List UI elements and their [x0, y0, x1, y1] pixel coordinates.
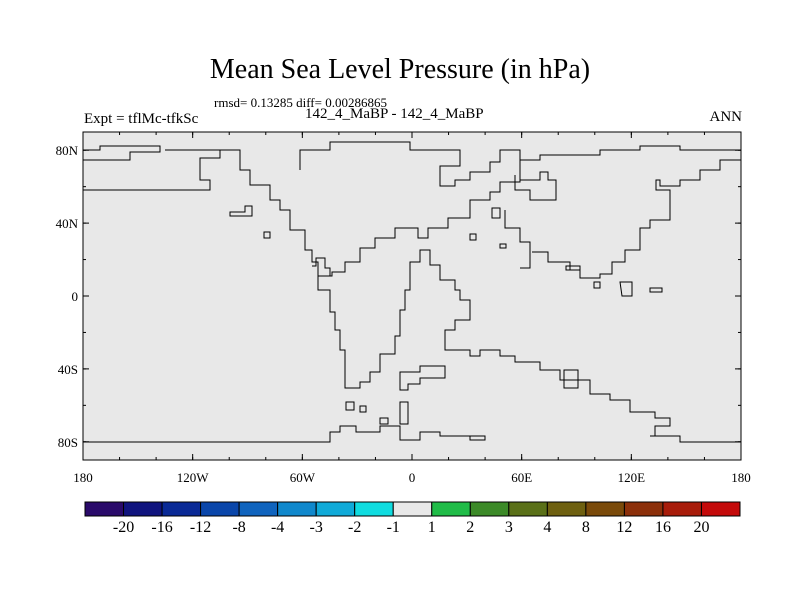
islands-8: [499, 243, 507, 249]
antarctica: [83, 425, 486, 443]
colorbar-label: -3: [310, 519, 323, 536]
colorbar-label: -2: [348, 519, 361, 536]
x-tick-label: 60E: [511, 470, 532, 485]
colorbar-label: -8: [232, 519, 245, 536]
islands-12: [379, 417, 389, 425]
x-tick-label: 0: [409, 470, 416, 485]
colorbar-swatch: [431, 501, 471, 517]
y-tick-label: 40N: [56, 216, 79, 231]
colorbar-label: 20: [693, 519, 709, 536]
islands-4: [469, 233, 477, 241]
x-tick-label: 180: [731, 470, 751, 485]
map-background: [83, 132, 741, 460]
colorbar-swatch: [508, 501, 548, 517]
colorbar-swatch: [161, 501, 202, 517]
colorbar-label: 2: [466, 519, 474, 536]
arctic-coast: [83, 145, 161, 161]
islands-9: [565, 265, 581, 271]
colorbar-swatch: [238, 501, 279, 517]
islands-10: [345, 401, 355, 411]
madagascar: [563, 369, 579, 389]
colorbar-swatch: [585, 501, 625, 517]
stats-text: rmsd= 0.13285 diff= 0.00286865: [214, 95, 387, 110]
colorbar-swatch: [354, 501, 394, 517]
colorbar-label: -20: [113, 519, 134, 536]
colorbar-swatch: [469, 501, 510, 517]
colorbar-swatch: [277, 501, 317, 517]
page-title: Mean Sea Level Pressure (in hPa): [209, 54, 591, 85]
colorbar-swatch: [700, 501, 741, 517]
colorbar-label: 1: [428, 519, 436, 536]
y-tick-label: 80N: [56, 143, 79, 158]
y-tick-label: 40S: [58, 362, 78, 377]
eurasia-north: [299, 141, 741, 187]
colorbar-label: -4: [271, 519, 284, 536]
colorbar-label: 3: [505, 519, 513, 536]
season-label: ANN: [709, 109, 743, 125]
north-america: [220, 149, 521, 277]
colorbar-label: 4: [543, 519, 551, 536]
experiment-label: Expt = tflMc-tfkSc: [84, 111, 199, 127]
colorbar: -20 -16 -12 -8 -4 -3 -2 -1 1 2 3 4 8 12 16 20: [84, 501, 741, 536]
colorbar-swatch: [315, 501, 356, 517]
colorbar-label: -16: [151, 519, 172, 536]
coastlines: [83, 141, 741, 443]
colorbar-swatch: [546, 501, 587, 517]
africa-west: [312, 257, 331, 276]
colorbar-swatch: [84, 501, 125, 517]
islands-1: [229, 205, 253, 217]
islands-11: [359, 405, 367, 413]
colorbar-label: -12: [190, 519, 211, 536]
subtitle: 142_4_MaBP - 142_4_MaBP: [305, 106, 484, 122]
islands-2: [263, 231, 271, 239]
greenland: [83, 149, 221, 191]
x-axis: 180 120W 60W 0 60E 120E 180: [73, 132, 751, 485]
colorbar-swatch: [662, 501, 702, 517]
colorbar-swatch: [200, 501, 240, 517]
colorbar-label: 16: [655, 519, 671, 536]
colorbar-swatch: [623, 501, 664, 517]
y-tick-label: 0: [72, 289, 79, 304]
africa-south: [399, 365, 446, 391]
colorbar-swatch: [392, 501, 433, 517]
islands-7: [649, 287, 663, 293]
colorbar-label: 12: [616, 519, 632, 536]
mediterranean: [504, 210, 531, 269]
islands-13: [399, 401, 409, 425]
y-tick-label: 80S: [58, 435, 78, 450]
colorbar-swatch: [123, 501, 163, 517]
islands-6: [619, 281, 633, 297]
x-tick-label: 180: [73, 470, 93, 485]
siberia-coast: [514, 160, 557, 201]
x-tick-label: 60W: [290, 470, 316, 485]
islands-3: [491, 207, 501, 219]
antarctica-east: [650, 435, 741, 443]
x-tick-label: 120E: [618, 470, 646, 485]
y-axis: 80N 40N 0 40S 80S: [56, 143, 741, 450]
colorbar-label: 8: [582, 519, 590, 536]
south-america: [317, 249, 671, 437]
x-tick-label: 120W: [177, 470, 210, 485]
islands-5: [593, 281, 601, 289]
colorbar-label: -1: [387, 519, 400, 536]
